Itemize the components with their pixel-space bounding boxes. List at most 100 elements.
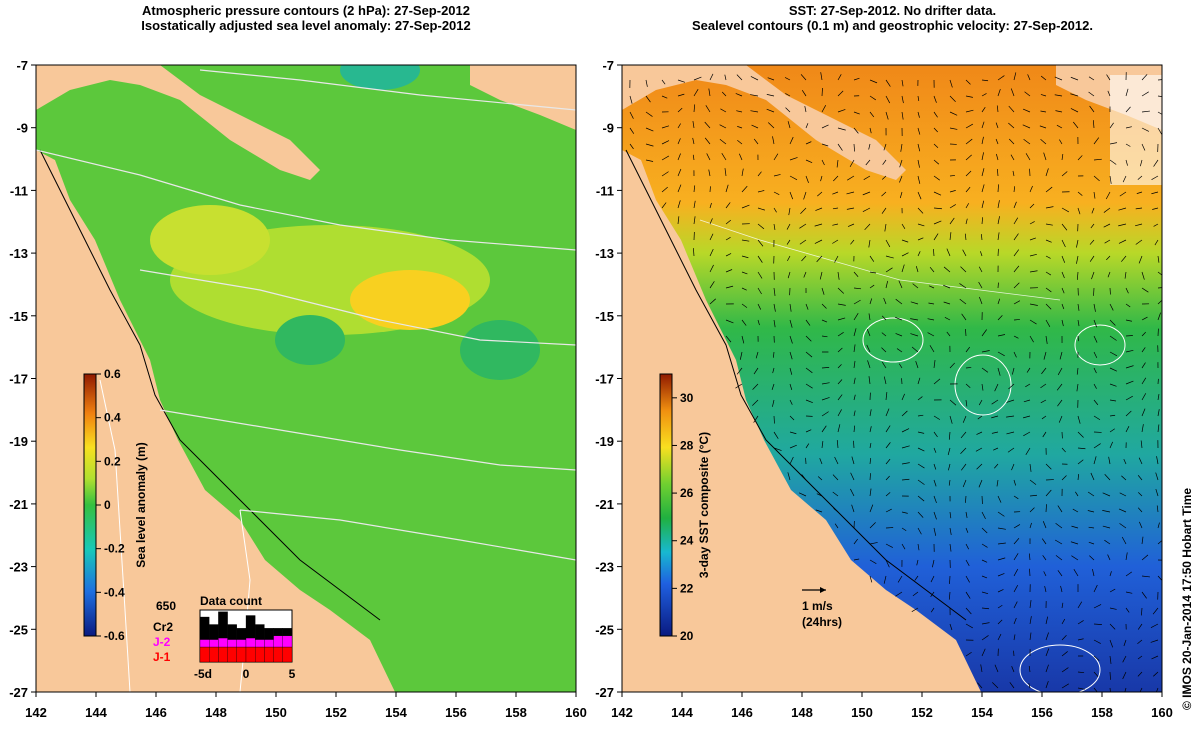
velocity-vector: [661, 79, 666, 85]
velocity-vector: [1137, 175, 1143, 180]
velocity-vector: [885, 425, 891, 433]
velocity-vector: [709, 73, 714, 81]
velocity-vector: [943, 284, 951, 289]
inset-bar-j1: [199, 646, 210, 663]
velocity-vector: [997, 216, 1000, 225]
velocity-vector: [719, 138, 727, 145]
velocity-vector: [677, 184, 682, 193]
velocity-vector: [1141, 271, 1145, 280]
velocity-vector: [805, 303, 809, 310]
velocity-vector: [1088, 76, 1095, 81]
velocity-vector: [805, 175, 809, 184]
velocity-vector: [997, 168, 999, 177]
velocity-vector: [917, 127, 921, 135]
velocity-vector: [1121, 255, 1127, 262]
velocity-vector: [1077, 474, 1080, 481]
velocity-vector: [1013, 479, 1017, 486]
velocity-vector: [933, 220, 942, 225]
velocity-vector: [933, 143, 939, 149]
velocity-vector: [933, 415, 941, 420]
velocity-vector: [1141, 287, 1149, 293]
velocity-vector: [819, 458, 823, 465]
velocity-vector: [1061, 287, 1065, 294]
velocity-vector: [629, 95, 633, 104]
velocity-vector: [997, 298, 1001, 305]
inset-bar-j2: [209, 639, 219, 648]
inset-max-label: 650: [156, 599, 176, 613]
velocity-vector: [1156, 687, 1159, 692]
velocity-vector: [789, 303, 792, 312]
velocity-vector: [1102, 510, 1111, 513]
right-ytick-label: -9: [602, 121, 614, 136]
velocity-vector: [821, 382, 830, 385]
velocity-vector: [1029, 253, 1037, 257]
velocity-vector: [1125, 591, 1133, 594]
velocity-vector: [1151, 655, 1159, 660]
velocity-vector: [1157, 127, 1162, 135]
inset-xtick-label: 0: [243, 667, 250, 681]
velocity-vector: [1006, 399, 1015, 403]
velocity-vector: [1077, 447, 1086, 450]
velocity-vector: [949, 575, 951, 584]
left-pressure-contour-3: [159, 409, 576, 471]
velocity-vector: [1077, 620, 1084, 625]
velocity-vector: [946, 331, 951, 337]
left-xtick-label: 156: [445, 705, 467, 720]
velocity-vector: [894, 316, 903, 321]
velocity-vector: [917, 207, 924, 214]
left-ytick-label: -21: [9, 497, 28, 512]
velocity-vector: [949, 232, 952, 241]
velocity-vector: [980, 664, 983, 673]
velocity-vector: [1026, 367, 1031, 373]
velocity-vector: [899, 159, 903, 168]
velocity-vector: [1118, 239, 1127, 244]
left-cb-tick-label: -0.4: [104, 585, 125, 599]
velocity-vector: [1059, 139, 1063, 145]
velocity-vector: [912, 283, 919, 289]
velocity-vector: [981, 168, 985, 177]
velocity-vector: [1025, 153, 1031, 161]
velocity-vector: [947, 447, 951, 456]
right-ytick-label: -13: [595, 246, 614, 261]
velocity-vector: [1135, 223, 1143, 227]
velocity-vector: [766, 108, 775, 113]
velocity-vector: [927, 318, 935, 321]
velocity-vector: [757, 287, 762, 295]
velocity-vector: [869, 298, 873, 305]
velocity-vector: [847, 175, 855, 181]
velocity-vector: [736, 74, 743, 81]
right-xtick-label: 158: [1091, 705, 1113, 720]
velocity-vector: [1057, 570, 1063, 577]
velocity-vector: [1125, 319, 1133, 322]
velocity-vector: [773, 207, 777, 213]
velocity-vector: [949, 190, 956, 193]
velocity-vector: [1006, 415, 1015, 418]
velocity-vector: [976, 463, 983, 470]
left-pressure-contour-5: [199, 69, 576, 111]
right-panel-title: SST: 27-Sep-2012. No drifter data. Seale…: [620, 3, 1165, 33]
velocity-vector: [1093, 671, 1099, 677]
velocity-vector: [833, 508, 839, 513]
velocity-vector: [741, 185, 748, 193]
velocity-vector: [869, 255, 875, 262]
velocity-vector: [821, 397, 830, 401]
velocity-vector: [948, 431, 951, 440]
velocity-vector: [1125, 410, 1132, 417]
velocity-vector: [821, 425, 827, 433]
velocity-vector: [1045, 223, 1053, 226]
velocity-vector: [932, 559, 935, 568]
velocity-vector: [837, 409, 842, 417]
velocity-vector: [1141, 393, 1147, 401]
velocity-vector: [901, 252, 909, 257]
velocity-vector: [997, 633, 1002, 641]
velocity-vector: [789, 335, 793, 344]
velocity-vector: [917, 414, 924, 417]
velocity-vector: [885, 543, 893, 548]
velocity-vector: [869, 442, 872, 449]
velocity-vector: [1013, 72, 1017, 81]
velocity-vector: [1010, 154, 1015, 161]
velocity-vector: [1157, 299, 1162, 305]
velocity-vector: [1141, 536, 1144, 545]
velocity-vector: [821, 335, 828, 338]
velocity-vector: [1041, 367, 1047, 375]
